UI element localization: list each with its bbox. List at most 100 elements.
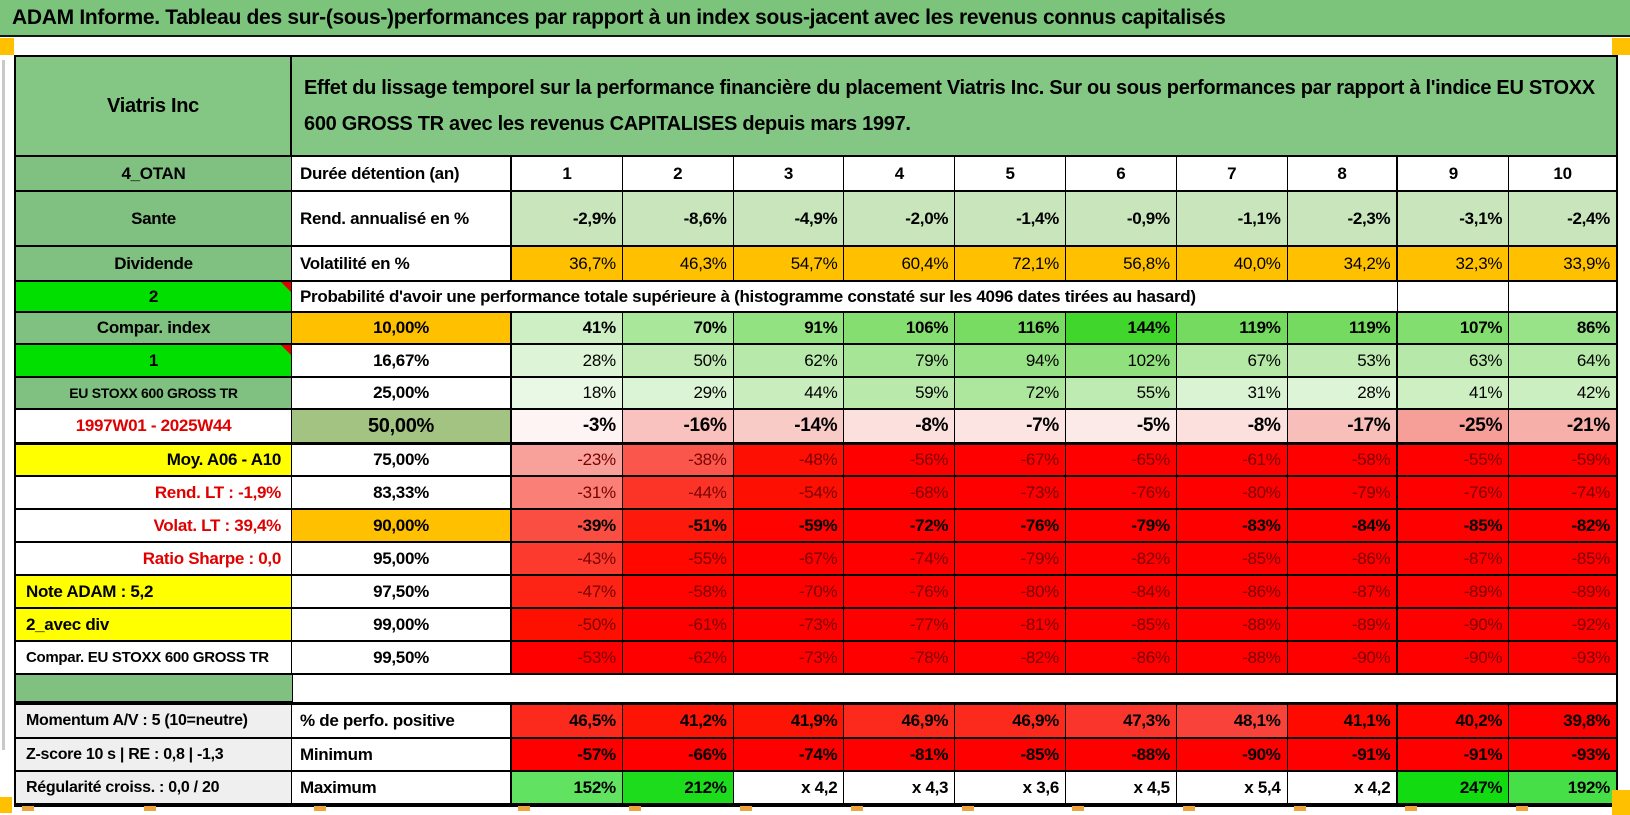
p975-col5[interactable]: -80% [955, 576, 1066, 607]
p10-col6[interactable]: 144% [1065, 313, 1177, 343]
p90-desc-cell[interactable]: 90,00% [292, 510, 512, 541]
duree-col8[interactable]: 8 [1287, 157, 1399, 190]
p975-col10[interactable]: -89% [1509, 576, 1616, 607]
p995-col2[interactable]: -62% [622, 642, 734, 673]
p99-col7[interactable]: -88% [1176, 609, 1288, 640]
rendement-col1[interactable]: -2,9% [512, 192, 623, 245]
p75-col3[interactable]: -48% [733, 445, 845, 475]
probability-banner-cell[interactable]: Probabilité d'avoir une performance tota… [292, 282, 1399, 311]
p75-col8[interactable]: -58% [1287, 445, 1399, 475]
p95-col4[interactable]: -74% [844, 543, 956, 574]
volatilite-col5[interactable]: 72,1% [955, 247, 1066, 280]
p995-desc-cell[interactable]: 99,50% [292, 642, 512, 673]
p25-col10[interactable]: 42% [1509, 378, 1616, 408]
p99-col6[interactable]: -85% [1065, 609, 1177, 640]
p50-col6[interactable]: -5% [1065, 410, 1177, 442]
maximum-col4[interactable]: x 4,3 [844, 772, 956, 803]
p25-label-cell[interactable]: EU STOXX 600 GROSS TR [16, 378, 292, 408]
p10-col7[interactable]: 119% [1176, 313, 1288, 343]
p83-col5[interactable]: -73% [955, 477, 1066, 508]
rendement-col2[interactable]: -8,6% [622, 192, 734, 245]
volatilite-desc-cell[interactable]: Volatilité en % [292, 247, 512, 280]
table-description-cell[interactable]: Effet du lissage temporel sur la perform… [292, 57, 1616, 155]
p99-col9[interactable]: -90% [1398, 609, 1510, 640]
maximum-col6[interactable]: x 4,5 [1065, 772, 1177, 803]
p75-col1[interactable]: -23% [512, 445, 623, 475]
maximum-desc-cell[interactable]: Maximum [292, 772, 512, 803]
p50-col9[interactable]: -25% [1398, 410, 1510, 442]
p75-col10[interactable]: -59% [1509, 445, 1616, 475]
rendement-label-cell[interactable]: Sante [16, 192, 292, 245]
p75-col9[interactable]: -55% [1398, 445, 1510, 475]
p25-col4[interactable]: 59% [844, 378, 956, 408]
p995-col7[interactable]: -88% [1176, 642, 1288, 673]
minimum-col7[interactable]: -90% [1176, 739, 1288, 770]
perf-positive-col5[interactable]: 46,9% [955, 705, 1066, 737]
p16-desc-cell[interactable]: 16,67% [292, 345, 512, 376]
asset-name-cell[interactable]: Viatris Inc [16, 57, 292, 155]
p50-col1[interactable]: -3% [512, 410, 623, 442]
p16-col6[interactable]: 102% [1065, 345, 1177, 376]
minimum-col9[interactable]: -91% [1398, 739, 1510, 770]
p50-col7[interactable]: -8% [1176, 410, 1288, 442]
duree-col1[interactable]: 1 [512, 157, 623, 190]
duree-col6[interactable]: 6 [1065, 157, 1177, 190]
p95-col10[interactable]: -85% [1509, 543, 1616, 574]
p25-col8[interactable]: 28% [1287, 378, 1399, 408]
minimum-col3[interactable]: -74% [733, 739, 845, 770]
p99-col2[interactable]: -61% [622, 609, 734, 640]
p83-col1[interactable]: -31% [512, 477, 623, 508]
p50-label-cell[interactable]: 1997W01 - 2025W44 [16, 410, 292, 442]
p50-col10[interactable]: -21% [1509, 410, 1616, 442]
p90-col6[interactable]: -79% [1065, 510, 1177, 541]
perf-positive-col4[interactable]: 46,9% [844, 705, 956, 737]
p16-col8[interactable]: 53% [1287, 345, 1399, 376]
p75-col7[interactable]: -61% [1176, 445, 1288, 475]
proba-banner-empty-col10[interactable] [1509, 282, 1616, 311]
proba-banner-empty-col9[interactable] [1398, 282, 1510, 311]
p95-col8[interactable]: -86% [1287, 543, 1399, 574]
volatilite-col7[interactable]: 40,0% [1176, 247, 1288, 280]
rendement-col9[interactable]: -3,1% [1398, 192, 1510, 245]
p83-col6[interactable]: -76% [1065, 477, 1177, 508]
maximum-col1[interactable]: 152% [512, 772, 623, 803]
volatilite-col9[interactable]: 32,3% [1398, 247, 1510, 280]
p95-col6[interactable]: -82% [1065, 543, 1177, 574]
p975-col4[interactable]: -76% [844, 576, 956, 607]
minimum-col4[interactable]: -81% [844, 739, 956, 770]
p995-col3[interactable]: -73% [733, 642, 845, 673]
p16-col2[interactable]: 50% [622, 345, 734, 376]
p25-col7[interactable]: 31% [1176, 378, 1288, 408]
p99-col1[interactable]: -50% [512, 609, 623, 640]
maximum-col3[interactable]: x 4,2 [733, 772, 845, 803]
p50-col4[interactable]: -8% [844, 410, 956, 442]
p995-col6[interactable]: -86% [1065, 642, 1177, 673]
perf-positive-label-cell[interactable]: Momentum A/V : 5 (10=neutre) [16, 705, 292, 737]
p90-col8[interactable]: -84% [1287, 510, 1399, 541]
p975-col3[interactable]: -70% [733, 576, 845, 607]
p995-col5[interactable]: -82% [955, 642, 1066, 673]
p10-col5[interactable]: 116% [955, 313, 1066, 343]
minimum-col8[interactable]: -91% [1287, 739, 1399, 770]
p75-desc-cell[interactable]: 75,00% [292, 445, 512, 475]
p10-label-cell[interactable]: Compar. index [16, 313, 292, 343]
p90-col7[interactable]: -83% [1176, 510, 1288, 541]
p16-label-cell[interactable]: 1 [16, 345, 292, 376]
volatilite-col3[interactable]: 54,7% [733, 247, 845, 280]
p10-col10[interactable]: 86% [1509, 313, 1616, 343]
p16-col9[interactable]: 63% [1398, 345, 1510, 376]
p90-col1[interactable]: -39% [512, 510, 623, 541]
p83-col3[interactable]: -54% [733, 477, 845, 508]
p10-col1[interactable]: 41% [512, 313, 623, 343]
p83-col8[interactable]: -79% [1287, 477, 1399, 508]
minimum-desc-cell[interactable]: Minimum [292, 739, 512, 770]
maximum-col9[interactable]: 247% [1398, 772, 1510, 803]
perf-positive-desc-cell[interactable]: % de perfo. positive [292, 705, 512, 737]
p975-desc-cell[interactable]: 97,50% [292, 576, 512, 607]
minimum-col10[interactable]: -93% [1509, 739, 1616, 770]
p83-col10[interactable]: -74% [1509, 477, 1616, 508]
p95-label-cell[interactable]: Ratio Sharpe : 0,0 [16, 543, 292, 574]
p83-desc-cell[interactable]: 83,33% [292, 477, 512, 508]
p99-col8[interactable]: -89% [1287, 609, 1399, 640]
volatilite-col1[interactable]: 36,7% [512, 247, 623, 280]
